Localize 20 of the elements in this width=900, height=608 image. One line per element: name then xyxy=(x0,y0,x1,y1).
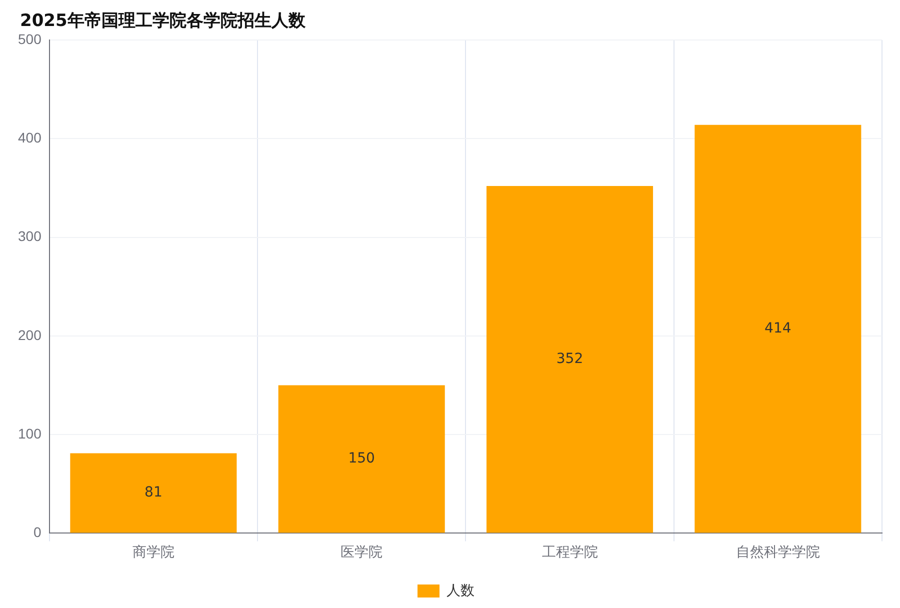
y-tick-label: 500 xyxy=(18,30,42,47)
x-tick-label: 自然科学学院 xyxy=(736,543,820,560)
bar xyxy=(278,385,445,533)
y-tick-label: 0 xyxy=(34,524,42,540)
y-tick-label: 200 xyxy=(18,326,42,343)
bar xyxy=(486,186,654,533)
data-label: 81 xyxy=(144,484,162,501)
y-tick-label: 100 xyxy=(18,425,42,442)
bar xyxy=(694,124,862,533)
chart-title: 2025年帝国理工学院各学院招生人数 xyxy=(20,10,306,32)
data-label: 414 xyxy=(764,320,792,336)
x-tick-label: 商学院 xyxy=(132,543,174,560)
data-label: 352 xyxy=(556,350,584,367)
x-tick-label: 医学院 xyxy=(340,543,383,560)
y-tick-label: 300 xyxy=(18,228,42,244)
data-label: 150 xyxy=(348,450,375,467)
y-tick-label: 400 xyxy=(18,130,42,146)
x-tick-label: 工程学院 xyxy=(542,543,598,560)
bar xyxy=(70,453,237,533)
legend-label: 人数 xyxy=(446,582,474,598)
